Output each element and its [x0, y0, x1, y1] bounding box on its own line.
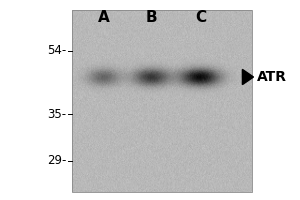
Text: B: B — [146, 9, 157, 24]
Text: 54-: 54- — [47, 45, 66, 58]
Text: 29-: 29- — [46, 154, 66, 168]
Text: ATR: ATR — [257, 70, 287, 84]
Text: C: C — [195, 9, 206, 24]
Polygon shape — [242, 69, 253, 85]
Text: A: A — [98, 9, 110, 24]
Bar — [72, 10, 252, 192]
Text: 35-: 35- — [47, 108, 66, 120]
